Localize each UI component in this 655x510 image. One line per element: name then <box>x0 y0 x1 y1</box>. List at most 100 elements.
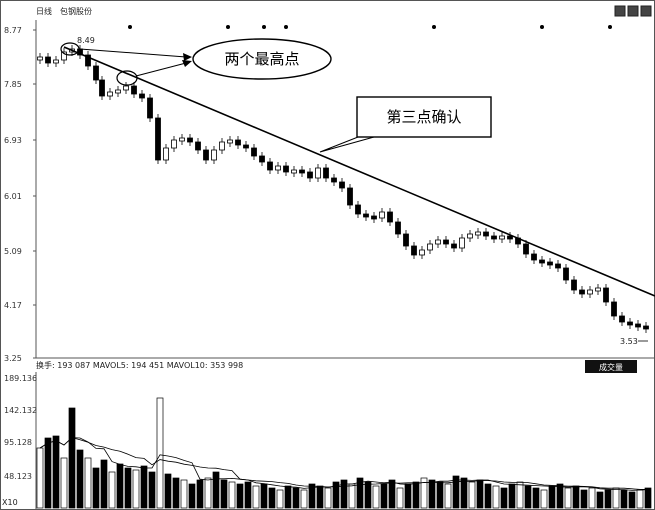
event-dot <box>262 25 266 29</box>
candle-body <box>61 51 67 61</box>
event-dot <box>432 25 436 29</box>
event-dot <box>226 25 230 29</box>
candle-body <box>163 147 169 161</box>
event-dot <box>540 25 544 29</box>
volume-bar <box>628 491 636 509</box>
volume-bar <box>212 471 220 509</box>
candle-body <box>259 155 265 163</box>
arrowhead-2 <box>182 60 192 67</box>
volume-bars <box>36 397 652 509</box>
candle-body <box>443 239 449 245</box>
candle-body <box>323 167 329 179</box>
candle-body <box>371 215 377 220</box>
candle-body <box>227 139 233 144</box>
candle-body <box>595 287 601 292</box>
volume-bar <box>108 471 116 509</box>
candle-body <box>107 91 113 97</box>
volume-bar <box>436 481 444 509</box>
volume-bar <box>372 485 380 509</box>
candle-body <box>587 289 593 295</box>
candle-body <box>267 161 273 171</box>
restore-icon[interactable] <box>627 5 639 17</box>
price-tick-label: 6.01 <box>4 192 22 201</box>
volume-button[interactable] <box>585 360 637 373</box>
volume-bar <box>252 485 260 509</box>
price-tick-label: 7.85 <box>4 80 22 89</box>
volume-tick-label: 48.123 <box>4 472 32 481</box>
candle-body <box>283 165 289 173</box>
candle-body <box>627 321 633 326</box>
volume-bar <box>308 483 316 509</box>
candle-body <box>603 287 609 303</box>
volume-bar <box>356 477 364 509</box>
candle-body <box>315 167 321 179</box>
volume-bar <box>444 483 452 509</box>
volume-tick-label: 189.136 <box>4 374 37 383</box>
volume-bar <box>460 477 468 509</box>
volume-bar <box>340 479 348 509</box>
volume-axis: 189.136 142.132 95.128 48.123 <box>4 374 37 481</box>
volume-bar <box>500 487 508 509</box>
volume-bar <box>292 487 300 509</box>
volume-bar <box>636 489 644 509</box>
candle-body <box>147 97 153 119</box>
candle-body <box>435 239 441 245</box>
volume-tick-label: 142.132 <box>4 406 37 415</box>
volume-bar <box>140 465 148 509</box>
volume-tick-label: 95.128 <box>4 438 32 447</box>
candle-body <box>99 79 105 97</box>
candle-body <box>275 165 281 171</box>
candle-body <box>115 89 121 94</box>
candle-body <box>291 169 297 174</box>
low-value-label: 3.53 <box>620 337 638 346</box>
price-tick-label: 5.09 <box>4 247 22 256</box>
volume-bar <box>180 479 188 509</box>
candle-body <box>235 139 241 146</box>
volume-bar <box>420 477 428 509</box>
expand-icon[interactable] <box>614 5 626 17</box>
candle-body <box>563 267 569 281</box>
volume-bar <box>532 487 540 509</box>
candle-body <box>499 235 505 240</box>
arrow-line-1 <box>79 48 187 58</box>
candle-body <box>331 177 337 183</box>
volume-bar <box>68 407 76 509</box>
volume-bar <box>284 485 292 509</box>
arrowhead-1 <box>183 53 192 61</box>
candle-body <box>93 65 99 81</box>
volume-ma10-line <box>39 437 648 490</box>
candle-body <box>483 231 489 237</box>
candle-body <box>355 204 361 215</box>
volume-bar <box>516 481 524 509</box>
candle-body <box>459 237 465 249</box>
candle-body <box>339 181 345 189</box>
candle-body <box>491 235 497 240</box>
volume-bar <box>324 487 332 509</box>
volume-bar <box>452 475 460 509</box>
candle-body <box>451 243 457 249</box>
volume-bar <box>524 485 532 509</box>
candle-body <box>579 289 585 295</box>
candle-body <box>643 325 649 330</box>
annotation-two-highs: 两个最高点 <box>224 50 299 68</box>
candle-body <box>467 233 473 239</box>
volume-bar <box>412 481 420 509</box>
volume-bar <box>172 477 180 509</box>
annotation-third-point: 第三点确认 <box>386 108 461 126</box>
candle-body <box>531 253 537 261</box>
close-icon[interactable] <box>640 5 652 17</box>
candle-body <box>307 171 313 179</box>
window-controls[interactable] <box>614 5 652 17</box>
volume-bar <box>52 435 60 509</box>
candle-body <box>403 233 409 247</box>
volume-bar <box>604 489 612 509</box>
volume-button-label: 成交量 <box>599 362 623 372</box>
volume-bar <box>556 483 564 509</box>
candle-body <box>555 263 561 269</box>
candle-body <box>131 85 137 95</box>
candle-body <box>387 211 393 223</box>
volume-bar <box>388 479 396 509</box>
volume-bar <box>60 457 68 509</box>
volume-bar <box>580 489 588 509</box>
